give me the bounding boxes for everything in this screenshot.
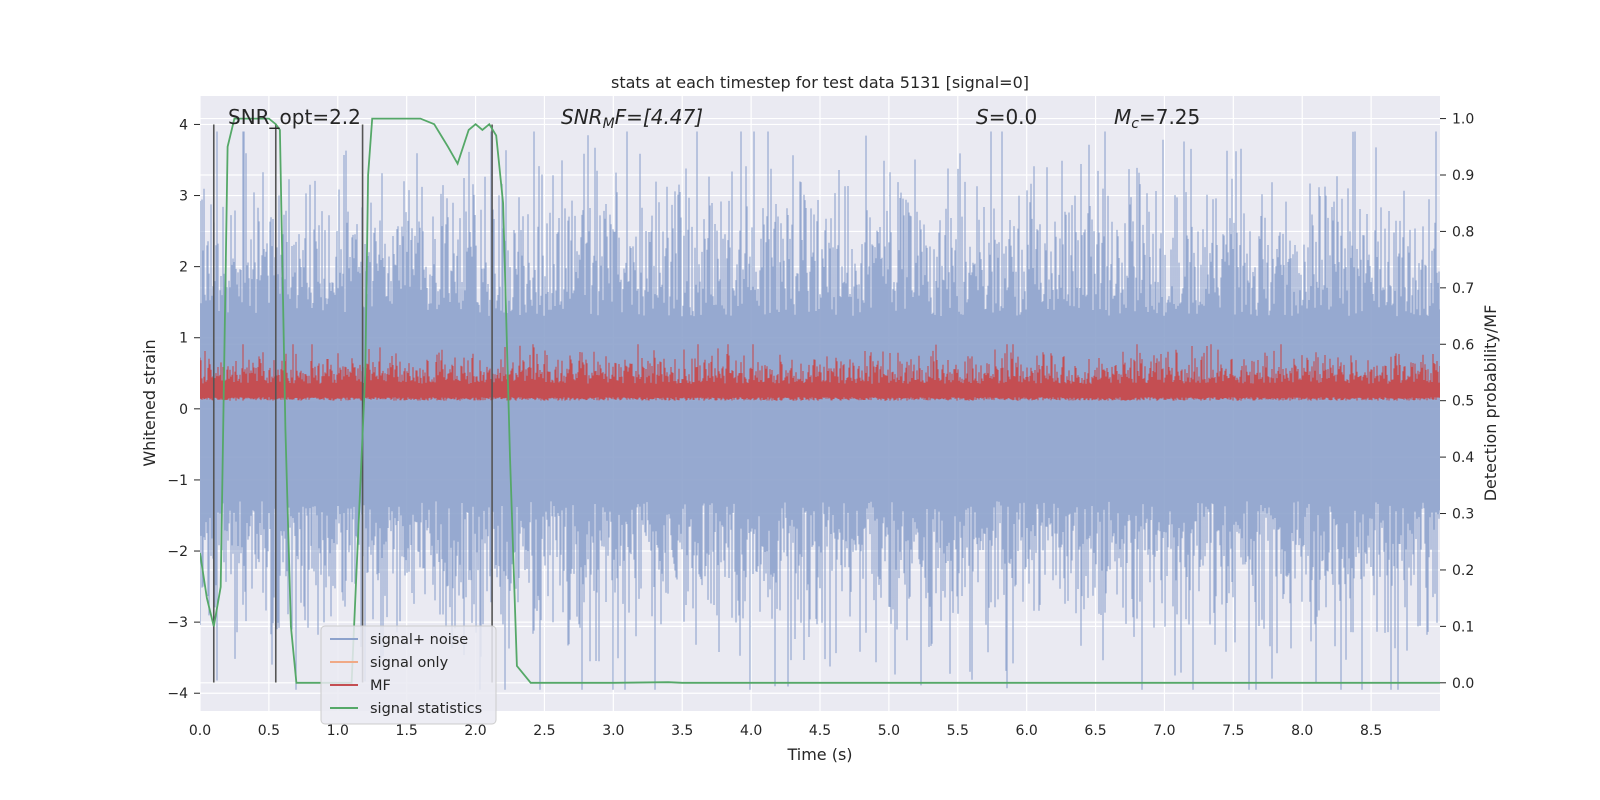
y-tick-label: 3 [179,189,188,205]
x-tick-label: 3.0 [602,723,624,739]
legend-label-signal-statistics: signal statistics [370,701,482,717]
vertical-markers [212,124,493,683]
x-tick-label: 4.0 [740,723,762,739]
y-axis-right-ticks: 1.0 0.9 0.8 0.7 0.6 0.5 0.4 0.3 0.2 0.1 0.0 [1440,112,1474,692]
y-right-tick-label: 0.0 [1452,676,1474,692]
legend-label-mf: MF [370,678,391,694]
x-tick-label: 2.5 [533,723,555,739]
legend-box [320,625,497,725]
annotation-snr-mf-sub: M [603,116,615,132]
y-right-tick-label: 0.9 [1452,168,1474,184]
y-tick-label: −1 [167,473,188,489]
y-axis-left-label: Whitened strain [140,339,159,466]
y-right-tick-label: 0.8 [1452,224,1474,240]
x-tick-label: 6.5 [1084,723,1106,739]
series-signal-statistics [200,117,1440,684]
annotation-mc-base: M [1114,105,1131,129]
x-tick-label: 8.5 [1360,723,1382,739]
annotation-mc-rest: =7.25 [1139,105,1200,129]
annotation-s-base: S [976,105,989,129]
legend: signal+ noise signal only MF signal stat… [320,625,497,725]
chart-title: stats at each timestep for test data 513… [611,73,1029,92]
annotation-s-rest: =0.0 [989,105,1038,129]
annotation-snr-mf-rest: F=[4.47] [615,105,703,129]
y-axis-right-label: Detection probability/MF [1481,305,1500,502]
y-right-tick-label: 0.6 [1452,337,1474,353]
x-tick-label: 8.0 [1291,723,1313,739]
y-right-tick-label: 0.1 [1452,619,1474,635]
x-tick-label: 6.0 [1016,723,1038,739]
x-axis-label: Time (s) [786,745,852,764]
y-tick-label: −2 [167,544,188,560]
annotation-mc-sub: c [1131,116,1139,132]
x-tick-label: 0.5 [258,723,280,739]
x-tick-label: 5.0 [878,723,900,739]
y-tick-label: 0 [179,402,188,418]
y-tick-label: 1 [179,331,188,347]
annotation-snr-mf-base: SNR [561,105,603,129]
x-tick-label: 0.0 [189,723,211,739]
x-tick-label: 7.0 [1153,723,1175,739]
y-right-tick-label: 0.4 [1452,450,1474,466]
y-right-tick-label: 0.3 [1452,507,1474,523]
y-tick-label: −4 [167,686,188,702]
x-tick-label: 7.5 [1222,723,1244,739]
legend-label-signal-noise: signal+ noise [370,632,468,648]
x-tick-label: 2.0 [464,723,486,739]
annotation-s: S=0.0 [976,105,1037,129]
y-axis-left-ticks: 4 3 2 1 0 −1 −2 −3 −4 [167,117,200,702]
annotation-snr-mf: SNRMF=[4.47] [561,105,703,132]
y-right-tick-label: 0.2 [1452,563,1474,579]
x-tick-label: 1.0 [327,723,349,739]
series-mf [200,344,1440,401]
annotation-mc: Mc=7.25 [1114,105,1200,132]
legend-label-signal-only: signal only [370,655,449,671]
x-tick-label: 1.5 [396,723,418,739]
x-tick-label: 3.5 [671,723,693,739]
x-tick-label: 4.5 [809,723,831,739]
x-axis-ticks: 0.0 0.5 1.0 1.5 2.0 2.5 3.0 3.5 4.0 4.5 5.0 5.5 6.0 6… [189,723,1382,739]
y-tick-label: 2 [179,260,188,276]
annotation-snr-opt: SNR_opt=2.2 [228,105,361,129]
x-tick-label: 5.5 [947,723,969,739]
y-right-tick-label: 1.0 [1452,112,1474,128]
y-right-tick-label: 0.5 [1452,394,1474,410]
y-right-tick-label: 0.7 [1452,281,1474,297]
y-tick-label: −3 [167,615,188,631]
y-tick-label: 4 [179,117,188,133]
